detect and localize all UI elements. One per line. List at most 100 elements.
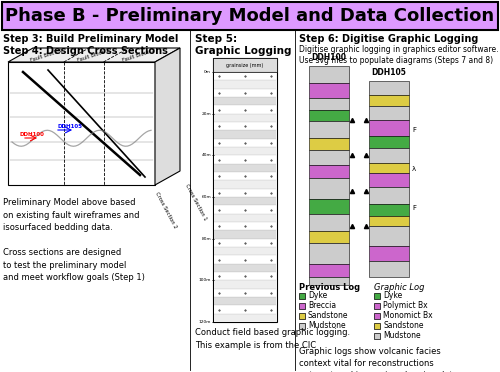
Bar [214, 230, 276, 239]
Text: Step 4: Design Cross Sections: Step 4: Design Cross Sections [3, 46, 168, 56]
Bar [309, 97, 349, 110]
Bar [309, 110, 349, 121]
Polygon shape [8, 48, 180, 62]
Text: Mudstone: Mudstone [383, 331, 420, 340]
Bar [214, 172, 276, 180]
Bar [213, 58, 277, 72]
Polygon shape [8, 62, 155, 185]
Bar [309, 66, 349, 83]
Bar [369, 226, 409, 246]
Text: Graphic Log: Graphic Log [374, 283, 424, 292]
Bar [214, 80, 276, 89]
Polygon shape [155, 48, 180, 185]
Text: Sandstone: Sandstone [383, 321, 424, 330]
Bar [369, 81, 409, 95]
Bar [214, 97, 276, 105]
Bar [369, 95, 409, 106]
Bar [214, 255, 276, 264]
Bar [214, 139, 276, 147]
Text: DDH105: DDH105 [57, 124, 82, 129]
Bar [374, 293, 380, 299]
Bar [369, 106, 409, 120]
Text: Fault Block 2: Fault Block 2 [77, 47, 111, 62]
Bar [214, 297, 276, 305]
Text: Phase B - Preliminary Model and Data Collection: Phase B - Preliminary Model and Data Col… [6, 7, 494, 25]
Text: Step 3: Build Preliminary Model: Step 3: Build Preliminary Model [3, 34, 178, 44]
Bar [369, 246, 409, 261]
Text: DDH100: DDH100 [20, 132, 45, 137]
Bar [374, 333, 380, 339]
Bar [369, 205, 409, 216]
Bar [214, 105, 276, 114]
Text: DDH105: DDH105 [372, 68, 406, 77]
Bar [369, 216, 409, 226]
Bar [214, 314, 276, 322]
Bar [214, 180, 276, 189]
Bar [299, 293, 305, 299]
Bar [369, 173, 409, 187]
Text: Cross Section 2: Cross Section 2 [154, 191, 178, 229]
Bar [299, 313, 305, 319]
Bar [214, 89, 276, 97]
Bar [214, 214, 276, 222]
Bar [369, 163, 409, 173]
Bar [214, 280, 276, 289]
Bar [374, 303, 380, 309]
Bar [2, 2, 498, 30]
Text: Step 5:
Graphic Logging: Step 5: Graphic Logging [195, 34, 292, 55]
Bar [369, 261, 409, 277]
Text: Previous Log: Previous Log [299, 283, 360, 292]
Text: Dyke: Dyke [308, 292, 327, 301]
Text: Monomict Bx: Monomict Bx [383, 311, 432, 321]
Text: Preliminary Model above based
on existing fault wireframes and
isosurfaced beddi: Preliminary Model above based on existin… [3, 198, 145, 282]
Bar [309, 199, 349, 214]
Text: 0m: 0m [204, 70, 211, 74]
Text: 120m: 120m [198, 320, 211, 324]
Text: 20m: 20m [202, 112, 211, 116]
Bar [309, 165, 349, 178]
Bar [309, 83, 349, 97]
Text: Dyke: Dyke [383, 292, 402, 301]
Bar [214, 222, 276, 230]
Bar [214, 122, 276, 130]
Text: 80m: 80m [202, 237, 211, 241]
Bar [309, 277, 349, 285]
Bar [309, 243, 349, 264]
Bar [214, 239, 276, 247]
Bar [369, 120, 409, 136]
Text: DDH100: DDH100 [312, 53, 346, 62]
Bar [213, 58, 277, 322]
Text: Graphic logs show volcanic facies
context vital for reconstructions
not captured: Graphic logs show volcanic facies contex… [299, 347, 458, 372]
Text: F: F [412, 127, 416, 133]
Bar [214, 189, 276, 197]
Text: 40m: 40m [202, 153, 211, 157]
Bar [214, 114, 276, 122]
Text: Conduct field based graphic logging.
This example is from the CIC: Conduct field based graphic logging. Thi… [195, 328, 350, 350]
Bar [369, 136, 409, 148]
Text: Step 6: Digitise Graphic Logging: Step 6: Digitise Graphic Logging [299, 34, 478, 44]
Bar [309, 264, 349, 277]
Bar [214, 289, 276, 297]
Text: grainsize (mm): grainsize (mm) [226, 62, 264, 67]
Text: 60m: 60m [202, 195, 211, 199]
Bar [214, 264, 276, 272]
Text: Cross Section 1: Cross Section 1 [184, 183, 208, 221]
Text: Mudstone: Mudstone [308, 321, 346, 330]
Bar [299, 303, 305, 309]
Text: Breccia: Breccia [308, 301, 336, 311]
Bar [214, 305, 276, 314]
Bar [369, 148, 409, 163]
Text: Fault Block 3: Fault Block 3 [122, 48, 155, 62]
Bar [214, 205, 276, 214]
Bar [214, 197, 276, 205]
Bar [299, 323, 305, 329]
Bar [214, 164, 276, 172]
Text: Sandstone: Sandstone [308, 311, 348, 321]
Bar [309, 231, 349, 243]
Bar [374, 323, 380, 329]
Bar [309, 121, 349, 138]
Bar [214, 155, 276, 164]
Text: Digitise graphic logging in graphics editor software.
Use svg files to populate : Digitise graphic logging in graphics edi… [299, 45, 498, 65]
Bar [214, 247, 276, 255]
Bar [369, 187, 409, 205]
